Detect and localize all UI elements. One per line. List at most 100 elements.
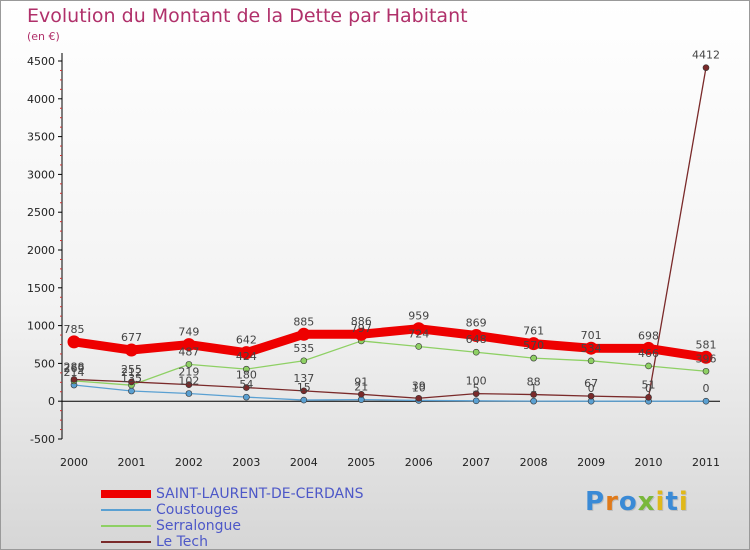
data-label: 749 bbox=[178, 326, 199, 339]
y-tick-label: -500 bbox=[30, 433, 55, 446]
data-label: 466 bbox=[638, 347, 659, 360]
data-point bbox=[185, 361, 193, 368]
data-label: 581 bbox=[696, 338, 717, 351]
data-label: 0 bbox=[588, 382, 595, 395]
y-tick-label: 3000 bbox=[27, 168, 55, 181]
data-label: 677 bbox=[121, 331, 142, 344]
y-tick-label: 4500 bbox=[27, 55, 55, 68]
data-label: 91 bbox=[354, 375, 368, 388]
legend-swatch bbox=[101, 541, 151, 543]
x-tick-label: 2008 bbox=[520, 456, 548, 469]
chart-title: Evolution du Montant de la Dette par Hab… bbox=[27, 5, 468, 27]
data-label: 698 bbox=[638, 329, 659, 342]
data-label: 100 bbox=[466, 375, 487, 388]
data-label: 39 bbox=[412, 379, 426, 392]
data-label: 10 bbox=[412, 381, 426, 394]
legend-swatch bbox=[101, 490, 151, 498]
legend-label: Serralongue bbox=[156, 518, 242, 534]
legend-label: Coustouges bbox=[156, 502, 239, 518]
data-label: 487 bbox=[178, 345, 199, 358]
data-point bbox=[469, 329, 483, 343]
data-label: 288 bbox=[64, 360, 85, 373]
data-label: 4412 bbox=[692, 49, 720, 62]
data-label: 648 bbox=[466, 333, 487, 346]
data-point bbox=[642, 341, 656, 355]
data-label: 869 bbox=[466, 317, 487, 330]
data-point bbox=[645, 394, 652, 401]
data-point bbox=[239, 346, 253, 360]
data-point bbox=[357, 391, 365, 398]
data-label: 761 bbox=[523, 325, 544, 338]
x-tick-label: 2006 bbox=[405, 456, 433, 469]
data-point bbox=[128, 378, 135, 386]
data-label: 797 bbox=[351, 322, 372, 335]
unit-label: (en €) bbox=[27, 30, 60, 43]
data-label: 535 bbox=[293, 342, 314, 355]
series-line bbox=[73, 340, 707, 386]
data-point bbox=[124, 343, 138, 357]
series-line bbox=[73, 67, 707, 399]
data-point bbox=[415, 343, 423, 350]
y-tick-label: 500 bbox=[34, 357, 55, 370]
x-tick-label: 2003 bbox=[232, 456, 260, 469]
data-point bbox=[699, 350, 713, 364]
data-point bbox=[702, 397, 710, 405]
data-label: 0 bbox=[703, 382, 710, 395]
data-point bbox=[645, 362, 652, 370]
legend-item: Le Tech bbox=[101, 534, 363, 549]
y-tick-label: 1000 bbox=[27, 320, 55, 333]
data-point bbox=[354, 327, 368, 341]
legend-item: Coustouges bbox=[101, 502, 363, 518]
y-tick-label: 1500 bbox=[27, 282, 55, 295]
data-point bbox=[472, 390, 480, 397]
legend: SAINT-LAURENT-DE-CERDANS Coustouges Serral… bbox=[101, 486, 363, 549]
data-label: 1 bbox=[530, 382, 537, 395]
data-label: 212 bbox=[121, 366, 142, 379]
data-label: 67 bbox=[584, 377, 598, 390]
data-point bbox=[300, 357, 308, 365]
data-point bbox=[185, 381, 193, 388]
data-label: 724 bbox=[408, 327, 429, 340]
y-tick-label: 2000 bbox=[27, 244, 55, 257]
data-label: 102 bbox=[178, 374, 199, 387]
data-point bbox=[300, 387, 308, 395]
data-label: 219 bbox=[178, 366, 199, 379]
data-point bbox=[185, 390, 193, 397]
data-label: 137 bbox=[293, 372, 314, 385]
x-tick-label: 2007 bbox=[462, 456, 490, 469]
data-point bbox=[243, 365, 250, 373]
data-point bbox=[128, 387, 135, 395]
data-point bbox=[415, 394, 423, 402]
data-point bbox=[412, 322, 426, 336]
x-tick-label: 2009 bbox=[577, 456, 605, 469]
x-tick-label: 2010 bbox=[635, 456, 663, 469]
data-label: 534 bbox=[581, 342, 602, 355]
y-tick-label: 3500 bbox=[27, 131, 55, 144]
x-tick-label: 2000 bbox=[60, 456, 88, 469]
data-label: 88 bbox=[527, 376, 541, 389]
x-tick-label: 2005 bbox=[347, 456, 375, 469]
x-tick-label: 2002 bbox=[175, 456, 203, 469]
data-point bbox=[297, 327, 311, 341]
data-label: 396 bbox=[696, 352, 717, 365]
data-point bbox=[300, 396, 308, 404]
data-point bbox=[584, 341, 598, 355]
x-tick-label: 2001 bbox=[117, 456, 145, 469]
data-label: 214 bbox=[64, 366, 85, 379]
data-label: 701 bbox=[581, 329, 602, 342]
y-tick-label: 0 bbox=[48, 395, 55, 408]
data-point bbox=[472, 348, 480, 356]
data-label: 255 bbox=[121, 363, 142, 376]
data-label: 424 bbox=[236, 350, 257, 363]
data-point bbox=[587, 392, 595, 400]
data-label: 785 bbox=[64, 323, 85, 336]
legend-swatch bbox=[101, 509, 151, 511]
data-point bbox=[472, 397, 480, 405]
data-label: 54 bbox=[239, 378, 253, 391]
data-point bbox=[530, 354, 537, 362]
data-label: 15 bbox=[297, 381, 311, 394]
data-label: 180 bbox=[236, 369, 257, 382]
data-point bbox=[527, 337, 541, 351]
